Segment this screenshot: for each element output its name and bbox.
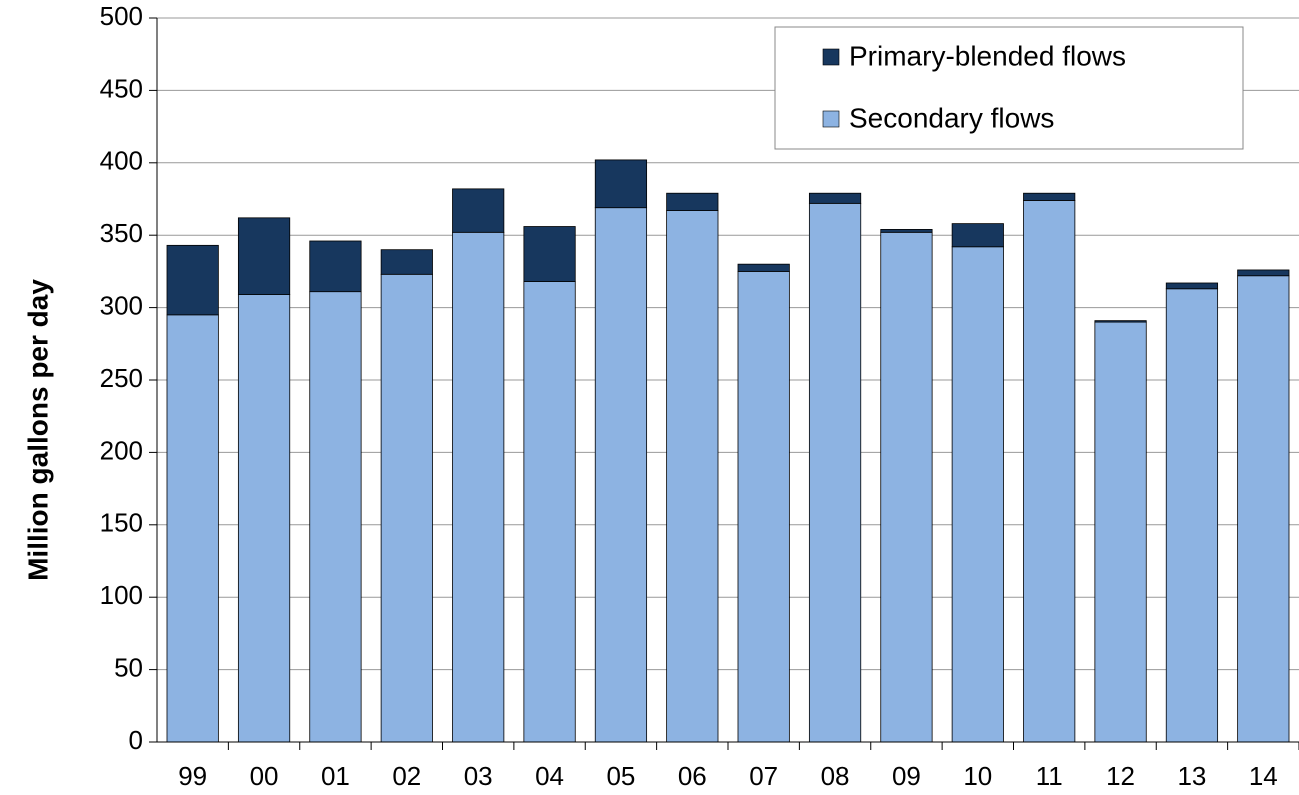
bar-segment	[1165, 288, 1219, 743]
x-tick-label: 01	[321, 761, 350, 791]
bar-segment	[1165, 282, 1219, 290]
y-tick-label: 250	[100, 363, 143, 393]
y-tick-label: 50	[114, 652, 143, 682]
bar-segment	[737, 270, 790, 743]
y-tick-label: 200	[100, 435, 143, 465]
bar-segment	[951, 223, 1004, 248]
bar-segment	[808, 202, 862, 743]
bar-segment	[523, 226, 576, 282]
y-tick-label: 450	[100, 73, 143, 103]
legend-label: Primary-blended flows	[849, 40, 1126, 71]
bar-segment	[594, 159, 648, 209]
x-tick-label: 14	[1249, 761, 1278, 791]
bar-segment	[880, 229, 933, 233]
x-tick-label: 12	[1106, 761, 1135, 791]
y-tick-label: 100	[100, 580, 143, 610]
bar-segment	[880, 231, 933, 743]
bar-segment	[1023, 192, 1076, 201]
bar-segment	[237, 217, 291, 295]
x-tick-label: 10	[963, 761, 992, 791]
x-tick-label: 05	[606, 761, 635, 791]
legend-swatch	[822, 110, 840, 128]
y-tick-label: 0	[129, 725, 143, 755]
x-tick-label: 00	[250, 761, 279, 791]
legend-label: Secondary flows	[849, 102, 1054, 133]
bar-segment	[166, 314, 219, 743]
x-tick-label: 06	[678, 761, 707, 791]
bar-segment	[1094, 320, 1147, 323]
bar-segment	[951, 246, 1004, 743]
y-tick-label: 500	[100, 1, 143, 31]
bar-segment	[452, 231, 505, 743]
bar-segment	[737, 263, 790, 272]
x-tick-label: 09	[892, 761, 921, 791]
bar-segment	[1237, 275, 1290, 743]
y-axis-label: Million gallons per day	[22, 279, 53, 581]
bar-segment	[1094, 321, 1147, 743]
bar-segment	[666, 192, 719, 211]
bar-segment	[309, 291, 362, 743]
x-tick-label: 13	[1177, 761, 1206, 791]
y-tick-label: 300	[100, 290, 143, 320]
bar-segment	[666, 210, 719, 743]
x-tick-label: 08	[821, 761, 850, 791]
x-tick-label: 99	[178, 761, 207, 791]
bar-segment	[166, 244, 219, 316]
x-tick-label: 03	[464, 761, 493, 791]
x-tick-label: 11	[1036, 761, 1063, 791]
legend-swatch	[822, 48, 840, 66]
legend-box	[774, 26, 1244, 150]
bar-segment	[808, 192, 862, 204]
y-tick-label: 150	[100, 508, 143, 538]
x-tick-label: 07	[749, 761, 778, 791]
bar-segment	[380, 249, 433, 275]
y-tick-label: 400	[100, 146, 143, 176]
y-tick-label: 350	[100, 218, 143, 248]
bar-segment	[380, 273, 433, 743]
bar-segment	[1237, 269, 1290, 277]
bar-segment	[1023, 200, 1076, 743]
bar-segment	[523, 281, 576, 743]
bar-segment	[237, 294, 291, 743]
bar-segment	[594, 207, 648, 743]
x-tick-label: 04	[535, 761, 564, 791]
bar-segment	[452, 188, 505, 233]
x-tick-label: 02	[392, 761, 421, 791]
bar-segment	[309, 240, 362, 293]
